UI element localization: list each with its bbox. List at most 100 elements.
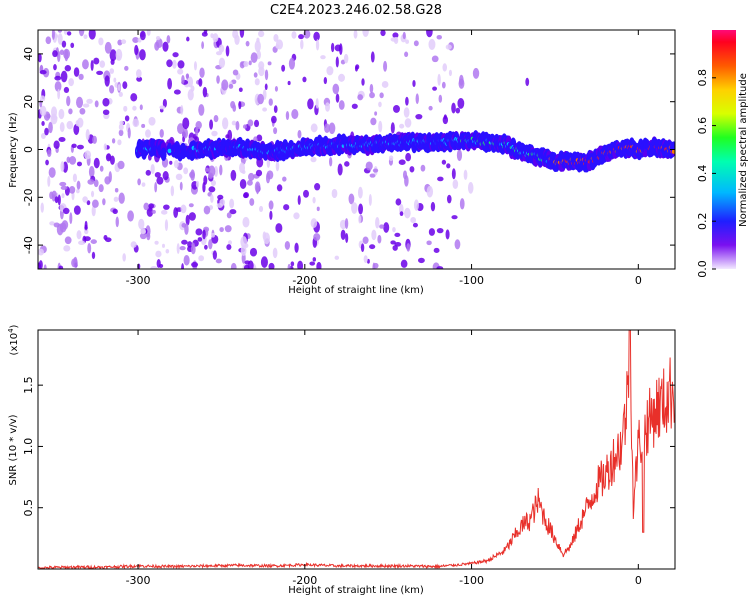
spectrogram-noise-cell [73,67,80,77]
spectrogram-noise-cell [155,35,161,41]
spectrogram-noise-cell [169,160,173,165]
spectrogram-noise-cell [428,228,436,236]
spectrogram-noise-cell [60,70,68,83]
spectrogram-ridge-cell [160,147,167,161]
spectrogram-noise-cell [273,33,279,42]
spectrogram-noise-cell [315,39,320,51]
spectrogram-noise-cell [339,219,347,230]
spectrogram-noise-cell [57,89,61,100]
spectrogram-noise-cell [208,186,216,193]
spectrogram-noise-cell [443,114,447,120]
spectrogram-noise-cell [188,212,196,221]
spectrogram-noise-cell [139,30,146,41]
spectrogram-noise-cell [78,240,86,246]
spectrogram-noise-cell [404,207,411,219]
spectrogram-noise-cell [249,247,258,257]
spectrogram-noise-cell [78,73,84,80]
spectrogram-noise-cell [290,261,295,267]
spectrogram-noise-cell [313,233,321,241]
colorbar-tick-label: 0.0 [696,260,709,278]
spectrogram-noise-cell [49,221,55,226]
spectrogram-noise-cell [525,77,530,87]
spectrogram-noise-cell [209,119,214,130]
colorbar-tick-label: 0.4 [696,165,709,183]
spectrogram-noise-cell [446,194,452,204]
spectrogram-noise-cell [390,240,396,245]
spectrogram-y-tick-label: -40 [22,236,35,254]
spectrogram-noise-cell [257,93,264,105]
spectrogram-noise-cell [368,194,372,206]
spectrogram-noise-cell [406,243,411,252]
spectrogram-noise-cell [239,179,247,189]
spectrogram-noise-cell [43,264,47,269]
spectrogram-noise-cell [230,262,237,269]
spectrogram-noise-cell [184,223,189,235]
spectrogram-noise-cell [59,49,65,56]
spectrogram-noise-cell [59,122,65,133]
spectrogram-noise-cell [367,258,370,264]
spectrogram-noise-cell [232,30,239,39]
spectrogram-noise-cell [88,166,95,178]
spectrogram-noise-cell [116,55,121,61]
spectrogram-noise-cell [130,93,138,102]
spectrogram-noise-cell [73,205,81,215]
spectrogram-noise-cell [224,225,232,233]
spectrogram-noise-cell [226,244,232,250]
spectrogram-noise-cell [39,105,47,117]
spectrogram-noise-cell [445,44,452,50]
spectrogram-noise-cell [183,254,190,266]
spectrogram-noise-cell [369,173,376,178]
spectrogram-noise-cell [298,34,304,40]
spectrogram-noise-cell [162,171,169,181]
spectrogram-noise-cell [87,179,95,185]
spectrogram-noise-cell [102,109,110,116]
spectrogram-noise-cell [249,198,255,206]
snr-x-tick-label: -200 [292,574,317,587]
spectrogram-noise-cell [166,59,173,68]
spectrogram-noise-cell [309,261,316,266]
spectrogram-noise-cell [64,65,72,72]
snr-x-tick-label: 0 [635,574,642,587]
spectrogram-noise-cell [268,262,275,269]
spectrogram-noise-cell [208,239,213,250]
spectrogram-noise-cell [113,77,117,83]
colorbar: 0.0 0.2 0.4 0.6 0.8 Normalized spectral ampl… [696,30,749,278]
spectrogram-noise-cell [369,244,376,250]
spectrogram-noise-cell [458,78,465,89]
spectrogram-noise-cell [54,81,62,92]
spectrogram-noise-cell [201,31,208,37]
chart-title: C2E4.2023.246.02.58.G28 [270,3,442,18]
spectrogram-noise-cell [190,244,196,255]
spectrogram-noise-cell [235,120,240,131]
spectrogram-noise-cell [70,42,75,48]
spectrogram-noise-cell [71,143,77,149]
spectrogram-noise-cell [162,41,169,52]
spectrogram-noise-cell [417,257,425,264]
spectrogram-noise-cell [240,236,248,248]
spectrogram-noise-cell [113,196,119,202]
spectrogram-heatmap [38,30,675,269]
spectrogram-noise-cell [360,243,365,252]
spectrogram-noise-cell [438,94,443,103]
spectrogram-noise-cell [79,108,86,115]
spectrogram-noise-cell [202,86,208,98]
spectrogram-noise-cell [436,228,444,234]
spectrogram-noise-cell [203,175,208,185]
spectrogram-noise-cell [310,218,318,228]
spectrogram-noise-cell [338,100,345,110]
spectrogram-noise-cell [242,216,250,228]
spectrogram-noise-cell [375,216,380,229]
spectrogram-noise-cell [445,229,450,240]
spectrogram-noise-cell [287,80,291,86]
spectrogram-noise-cell [358,215,362,224]
colorbar-tick-label: 0.2 [696,212,709,230]
spectrogram-noise-cell [121,39,127,45]
spectrogram-noise-cell [404,51,409,58]
spectrogram-noise-cell [118,129,124,137]
spectrogram-noise-cell [211,232,216,238]
spectrogram-noise-cell [191,261,199,268]
spectrogram-noise-cell [48,121,53,134]
spectrogram-noise-cell [69,212,73,225]
